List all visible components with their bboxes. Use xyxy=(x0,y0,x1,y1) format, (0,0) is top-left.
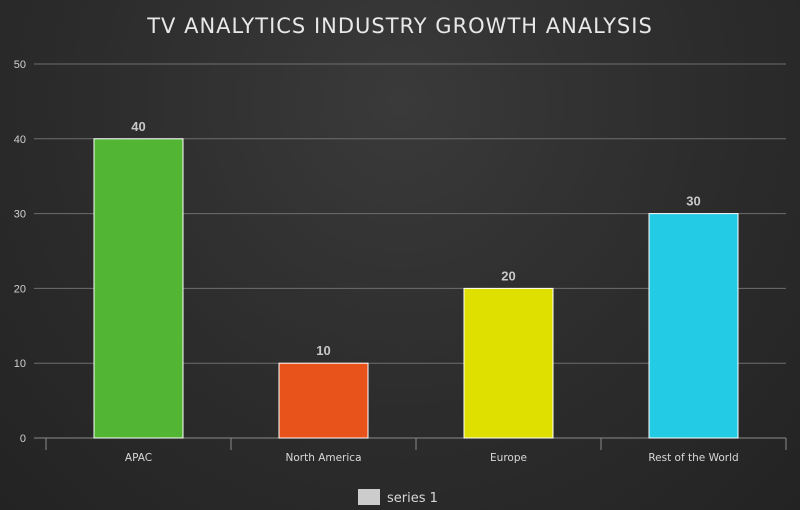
x-axis: APAC North America Europe Rest of the World xyxy=(34,437,787,464)
data-labels: 40 10 20 30 xyxy=(131,119,700,358)
y-tick-label: 50 xyxy=(14,59,26,71)
x-category-label: Rest of the World xyxy=(648,452,738,464)
y-tick-label: 10 xyxy=(14,358,26,370)
x-category-label: Europe xyxy=(490,452,527,464)
legend[interactable]: series 1 xyxy=(358,489,438,506)
y-tick-label: 40 xyxy=(14,134,26,146)
legend-item-label[interactable]: series 1 xyxy=(387,491,438,506)
chart-title: TV ANALYTICS INDUSTRY GROWTH ANALYSIS xyxy=(146,14,653,38)
data-label: 30 xyxy=(686,194,700,209)
y-tick-label: 20 xyxy=(14,283,26,295)
bar-rest-of-the-world[interactable] xyxy=(648,213,739,439)
bar-apac[interactable] xyxy=(93,138,184,439)
bar-north-america[interactable] xyxy=(278,362,369,439)
y-tick-label: 0 xyxy=(20,433,26,445)
data-label: 10 xyxy=(316,343,330,358)
bar-europe[interactable] xyxy=(463,287,554,439)
x-category-label: APAC xyxy=(125,452,152,464)
x-category-label: North America xyxy=(285,452,361,464)
data-label: 20 xyxy=(501,268,515,283)
legend-swatch[interactable] xyxy=(358,489,380,505)
bars xyxy=(93,138,739,439)
y-tick-label: 30 xyxy=(14,209,26,221)
data-label: 40 xyxy=(131,119,145,134)
